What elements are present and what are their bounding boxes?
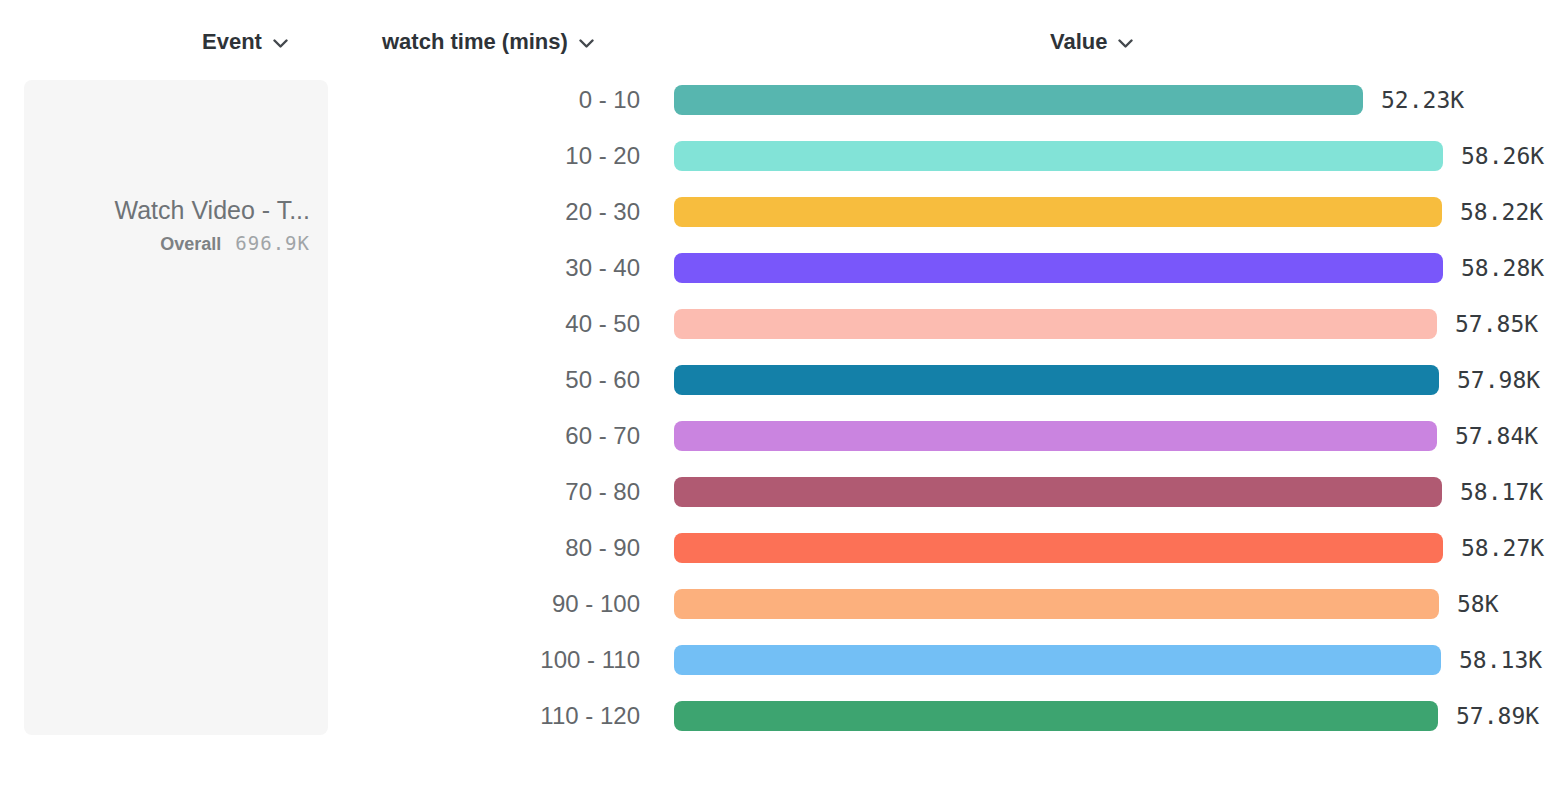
bar-value-label: 58.26K <box>1461 141 1544 171</box>
bar-segment[interactable] <box>674 253 1443 283</box>
bar-value-label: 58K <box>1457 589 1499 619</box>
bar-value-label: 52.23K <box>1381 85 1464 115</box>
bucket-label: 30 - 40 <box>440 253 640 283</box>
chart-row: 40 - 50 57.85K <box>0 309 1568 339</box>
bar-segment[interactable] <box>674 421 1437 451</box>
bucket-label: 90 - 100 <box>440 589 640 619</box>
chart-row: 50 - 60 57.98K <box>0 365 1568 395</box>
chevron-down-icon <box>1118 39 1133 49</box>
bucket-label: 50 - 60 <box>440 365 640 395</box>
chart-row: 110 - 120 57.89K <box>0 701 1568 731</box>
bar-segment[interactable] <box>674 645 1441 675</box>
bucket-label: 0 - 10 <box>440 85 640 115</box>
bar-value-label: 58.28K <box>1461 253 1544 283</box>
bar-value-label: 58.27K <box>1461 533 1544 563</box>
bar-value-label: 58.22K <box>1460 197 1543 227</box>
event-column-label: Event <box>202 29 262 55</box>
horizontal-bar-chart: 0 - 10 52.23K 10 - 20 58.26K 20 - 30 58.22K 30… <box>0 85 1568 745</box>
bar-segment[interactable] <box>674 85 1363 115</box>
bucket-label: 80 - 90 <box>440 533 640 563</box>
bar-segment[interactable] <box>674 589 1439 619</box>
chevron-down-icon <box>579 39 594 49</box>
chart-row: 0 - 10 52.23K <box>0 85 1568 115</box>
chevron-down-icon <box>273 39 288 49</box>
bucket-label: 70 - 80 <box>440 477 640 507</box>
bar-segment[interactable] <box>674 533 1443 563</box>
bar-value-label: 57.85K <box>1455 309 1538 339</box>
chart-row: 80 - 90 58.27K <box>0 533 1568 563</box>
chart-row: 70 - 80 58.17K <box>0 477 1568 507</box>
bar-value-label: 57.98K <box>1457 365 1540 395</box>
bucket-label: 110 - 120 <box>440 701 640 731</box>
bar-segment[interactable] <box>674 365 1439 395</box>
bar-segment[interactable] <box>674 141 1443 171</box>
watch-time-column-header[interactable]: watch time (mins) <box>382 27 594 57</box>
bar-segment[interactable] <box>674 477 1442 507</box>
event-column-header[interactable]: Event <box>202 27 288 57</box>
value-column-label: Value <box>1050 29 1107 55</box>
watch-time-column-label: watch time (mins) <box>382 29 568 55</box>
bar-value-label: 57.84K <box>1455 421 1538 451</box>
chart-row: 10 - 20 58.26K <box>0 141 1568 171</box>
bucket-label: 100 - 110 <box>440 645 640 675</box>
bar-segment[interactable] <box>674 309 1437 339</box>
bucket-label: 20 - 30 <box>440 197 640 227</box>
chart-row: 20 - 30 58.22K <box>0 197 1568 227</box>
bar-value-label: 58.13K <box>1459 645 1542 675</box>
bar-value-label: 57.89K <box>1456 701 1539 731</box>
insights-bar-chart-view: Event watch time (mins) Value Watch Vide… <box>0 0 1568 790</box>
bucket-label: 60 - 70 <box>440 421 640 451</box>
chart-row: 90 - 100 58K <box>0 589 1568 619</box>
bar-value-label: 58.17K <box>1460 477 1543 507</box>
chart-row: 60 - 70 57.84K <box>0 421 1568 451</box>
value-column-header[interactable]: Value <box>1050 27 1133 57</box>
chart-row: 100 - 110 58.13K <box>0 645 1568 675</box>
bar-segment[interactable] <box>674 701 1438 731</box>
bucket-label: 10 - 20 <box>440 141 640 171</box>
bucket-label: 40 - 50 <box>440 309 640 339</box>
bar-segment[interactable] <box>674 197 1442 227</box>
chart-row: 30 - 40 58.28K <box>0 253 1568 283</box>
